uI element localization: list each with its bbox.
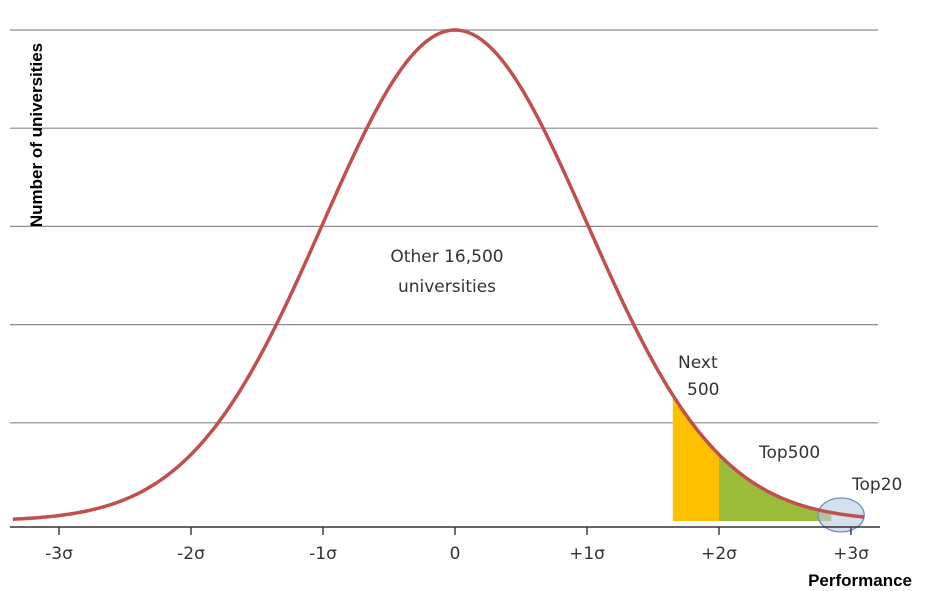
annotation-top20-line-1: Top20 (851, 475, 902, 495)
annotation-top500: Top500 (758, 443, 820, 463)
grid-lines (10, 29, 878, 424)
x-tick-label-6: +3σ (833, 544, 869, 564)
x-tick-label-5: +2σ (701, 544, 737, 564)
annotation-other: Other 16,500 universities (390, 247, 503, 297)
annotation-next-line-1: Next (678, 353, 718, 373)
annotation-top500-line-1: Top500 (758, 443, 820, 463)
x-tick-label-1: -2σ (177, 544, 205, 564)
x-axis-title: Performance (808, 571, 912, 590)
annotation-next: Next 500 (678, 353, 719, 400)
x-tick-label-4: +1σ (569, 544, 605, 564)
bell-curve-line (12, 28, 865, 521)
annotations: Other 16,500 universities Next 500 Top500 Top… (390, 247, 902, 495)
x-tick-labels: -3σ -2σ -1σ 0 +1σ +2σ +3σ (45, 544, 869, 564)
annotation-other-line-2: universities (398, 277, 496, 297)
x-tick-label-2: -1σ (309, 544, 337, 564)
x-tick-label-3: 0 (450, 544, 461, 564)
x-axis (10, 526, 880, 535)
region-next-500 (672, 395, 719, 521)
annotation-other-line-1: Other 16,500 (390, 247, 503, 267)
annotation-top20: Top20 (851, 475, 902, 495)
x-tick-label-0: -3σ (45, 544, 73, 564)
region-top500 (719, 454, 832, 521)
y-axis-title: Number of universities (27, 43, 46, 227)
shaded-regions (672, 395, 865, 533)
annotation-next-line-2: 500 (687, 380, 719, 400)
